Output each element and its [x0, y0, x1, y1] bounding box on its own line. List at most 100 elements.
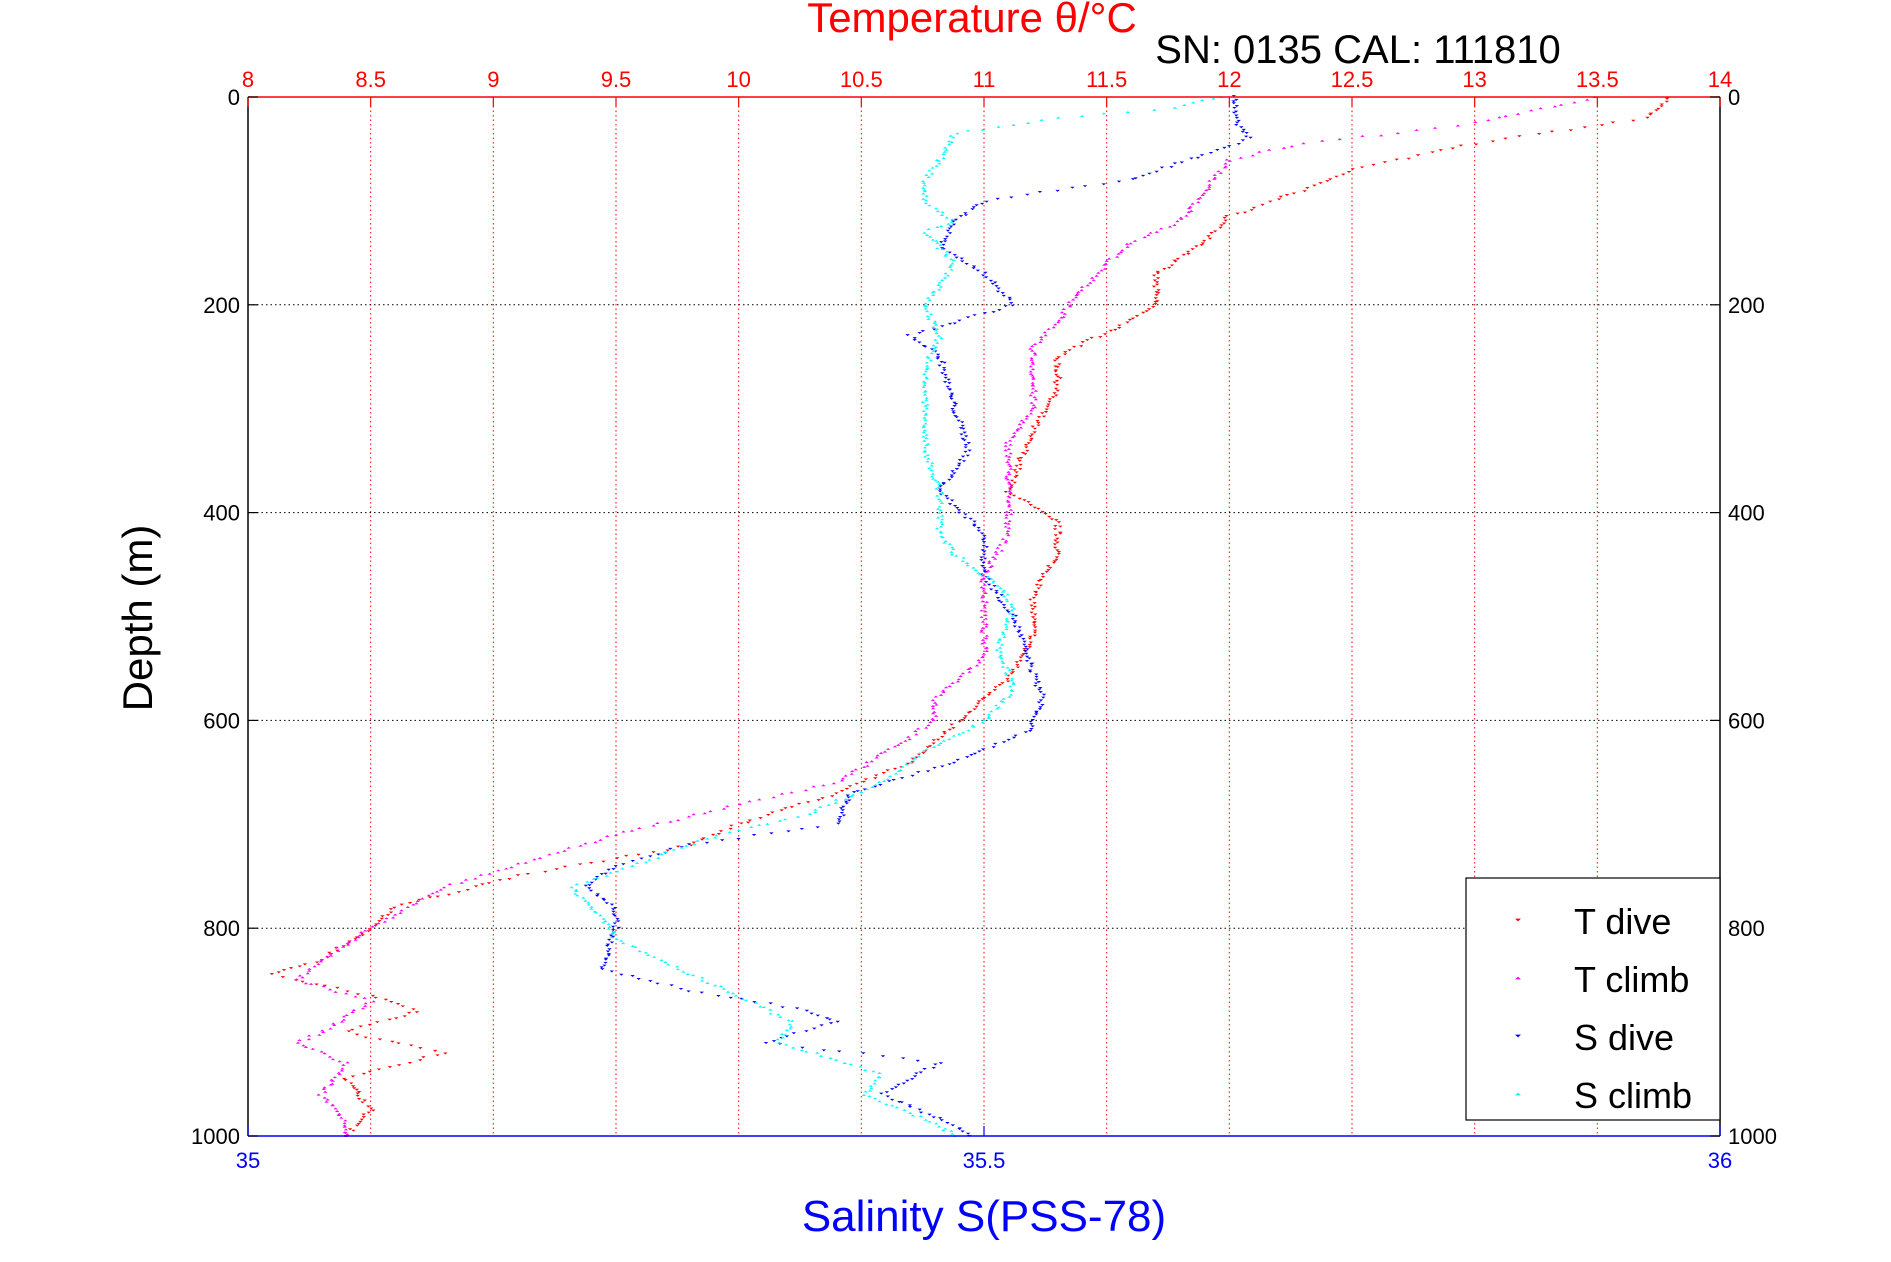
data-point [375, 1021, 380, 1024]
data-point [394, 1017, 399, 1020]
data-point [821, 1049, 827, 1052]
data-point [941, 1129, 946, 1132]
data-point [712, 984, 718, 987]
data-point [1030, 383, 1035, 386]
data-point [1022, 640, 1027, 643]
data-point [1027, 657, 1032, 660]
data-point [843, 798, 849, 801]
data-point [1568, 129, 1574, 132]
data-point [943, 254, 948, 257]
data-point [1009, 609, 1015, 612]
data-point [1034, 673, 1039, 676]
data-point [269, 972, 275, 975]
data-point [939, 1119, 944, 1122]
data-point [957, 458, 963, 461]
data-point [817, 805, 823, 808]
data-point [945, 1122, 950, 1124]
data-point [355, 1092, 360, 1095]
data-point [936, 334, 942, 337]
data-point [980, 574, 986, 577]
data-point [942, 732, 947, 735]
data-point [1028, 365, 1034, 368]
data-point [1154, 283, 1160, 286]
data-point [849, 795, 854, 798]
data-point [344, 1014, 349, 1017]
data-point [1224, 214, 1229, 217]
data-point [1169, 264, 1175, 267]
data-point [940, 492, 945, 495]
data-point [929, 352, 935, 355]
data-point [1032, 431, 1037, 434]
data-point [960, 421, 965, 424]
data-point [833, 798, 839, 801]
data-point [1026, 442, 1031, 445]
data-point [343, 1119, 348, 1122]
data-point [537, 856, 543, 859]
data-point [1141, 311, 1146, 314]
data-point [938, 225, 944, 228]
data-point [965, 564, 970, 567]
data-point [927, 745, 933, 748]
data-point [885, 747, 891, 750]
data-point [594, 894, 600, 897]
data-point [739, 997, 744, 1000]
data-point [937, 482, 942, 485]
data-point [804, 1050, 809, 1053]
data-point [318, 960, 324, 963]
data-point [1028, 347, 1033, 350]
data-point [986, 715, 992, 718]
data-point [922, 390, 927, 393]
data-point [864, 761, 869, 764]
data-point [1023, 453, 1028, 456]
data-point [1054, 357, 1060, 360]
data-point [949, 268, 954, 271]
data-point [949, 392, 955, 395]
data-point [321, 985, 326, 988]
data-point [935, 357, 940, 360]
data-point [1503, 115, 1508, 118]
data-point [935, 738, 941, 741]
data-point [295, 1041, 301, 1044]
tick-label-temperature: 10 [726, 67, 750, 92]
data-point [921, 410, 926, 413]
data-point [327, 951, 332, 954]
data-point [917, 341, 922, 344]
data-point [614, 857, 620, 860]
data-point [988, 588, 994, 591]
data-point [1019, 634, 1024, 637]
data-point [373, 924, 378, 927]
data-point [917, 1108, 922, 1111]
data-point [341, 945, 346, 948]
data-point [1113, 328, 1118, 331]
data-point [1117, 327, 1122, 330]
data-point [986, 713, 992, 716]
data-point [345, 1061, 350, 1064]
data-point [779, 809, 784, 812]
data-point [1025, 648, 1030, 651]
data-point [980, 626, 986, 629]
data-point [999, 549, 1005, 552]
data-point [984, 650, 989, 653]
data-point [928, 359, 934, 362]
data-point [411, 1008, 416, 1011]
data-point [1005, 530, 1011, 532]
data-point [869, 1087, 874, 1090]
data-point [1000, 537, 1006, 540]
data-point [1007, 439, 1013, 442]
data-point [980, 538, 986, 541]
data-point [922, 439, 927, 442]
data-point [1032, 622, 1037, 624]
data-point [921, 192, 926, 195]
data-point [1001, 741, 1007, 744]
data-point [418, 1059, 423, 1062]
data-point [1243, 135, 1249, 138]
data-point [598, 838, 603, 841]
data-point [319, 958, 324, 961]
data-point [951, 734, 957, 737]
data-point [1146, 308, 1152, 311]
data-point [679, 846, 685, 849]
data-point [777, 819, 783, 822]
data-point [932, 321, 938, 324]
data-point [988, 566, 993, 569]
data-point [743, 999, 749, 1002]
